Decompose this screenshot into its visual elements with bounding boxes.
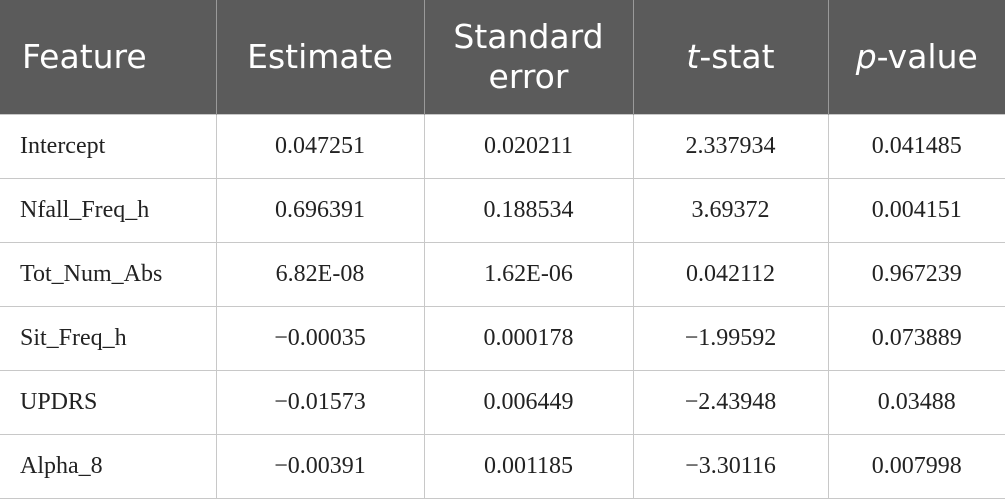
table-row: UPDRS −0.01573 0.006449 −2.43948 0.03488 bbox=[0, 369, 1005, 435]
header-text: -stat bbox=[699, 36, 775, 76]
value-cell: 0.073889 bbox=[827, 305, 1005, 371]
header-italic: t bbox=[686, 36, 700, 76]
feature-cell: Tot_Num_Abs bbox=[0, 241, 217, 307]
value-cell: 0.020211 bbox=[423, 113, 634, 179]
table-body: Intercept 0.047251 0.020211 2.337934 0.04148… bbox=[0, 113, 1005, 499]
table-row: Sit_Freq_h −0.00035 0.000178 −1.99592 0.0738… bbox=[0, 305, 1005, 371]
value-cell: −0.00035 bbox=[215, 305, 425, 371]
value-cell: 2.337934 bbox=[632, 113, 829, 179]
value-cell: 0.000178 bbox=[423, 305, 634, 371]
value-cell: 0.042112 bbox=[632, 241, 829, 307]
value-cell: 0.696391 bbox=[215, 177, 425, 243]
header-text: -value bbox=[876, 36, 978, 76]
table-head: Feature Estimate Standard error t-stat p-val… bbox=[0, 0, 1005, 114]
value-cell: −1.99592 bbox=[632, 305, 829, 371]
header-text: Estimate bbox=[247, 36, 393, 76]
feature-cell: UPDRS bbox=[0, 369, 217, 435]
feature-cell: Nfall_Freq_h bbox=[0, 177, 217, 243]
header-text: Feature bbox=[22, 36, 147, 76]
header-row: Feature Estimate Standard error t-stat p-val… bbox=[0, 0, 1005, 114]
value-cell: 0.001185 bbox=[423, 433, 634, 499]
table-row: Tot_Num_Abs 6.82E-08 1.62E-06 0.042112 0.967… bbox=[0, 241, 1005, 307]
header-italic: p bbox=[855, 36, 877, 76]
value-cell: −0.00391 bbox=[215, 433, 425, 499]
header-cell: t-stat bbox=[633, 0, 829, 114]
header-cell: Feature bbox=[0, 0, 217, 114]
header-cell: Standard error bbox=[424, 0, 634, 114]
value-cell: 0.188534 bbox=[423, 177, 634, 243]
value-cell: 0.007998 bbox=[827, 433, 1005, 499]
value-cell: 3.69372 bbox=[632, 177, 829, 243]
value-cell: −3.30116 bbox=[632, 433, 829, 499]
table-row: Alpha_8 −0.00391 0.001185 −3.30116 0.007998 bbox=[0, 433, 1005, 499]
feature-cell: Sit_Freq_h bbox=[0, 305, 217, 371]
feature-cell: Alpha_8 bbox=[0, 433, 217, 499]
table-row: Nfall_Freq_h 0.696391 0.188534 3.69372 0.004… bbox=[0, 177, 1005, 243]
value-cell: 1.62E-06 bbox=[423, 241, 634, 307]
value-cell: −0.01573 bbox=[215, 369, 425, 435]
value-cell: 0.041485 bbox=[827, 113, 1005, 179]
value-cell: −2.43948 bbox=[632, 369, 829, 435]
value-cell: 0.047251 bbox=[215, 113, 425, 179]
header-cell: Estimate bbox=[216, 0, 425, 114]
value-cell: 0.967239 bbox=[827, 241, 1005, 307]
value-cell: 6.82E-08 bbox=[215, 241, 425, 307]
header-cell: p-value bbox=[828, 0, 1005, 114]
header-text: Standard error bbox=[453, 16, 604, 96]
value-cell: 0.03488 bbox=[827, 369, 1005, 435]
value-cell: 0.006449 bbox=[423, 369, 634, 435]
feature-cell: Intercept bbox=[0, 113, 217, 179]
table-row: Intercept 0.047251 0.020211 2.337934 0.04148… bbox=[0, 113, 1005, 179]
value-cell: 0.004151 bbox=[827, 177, 1005, 243]
